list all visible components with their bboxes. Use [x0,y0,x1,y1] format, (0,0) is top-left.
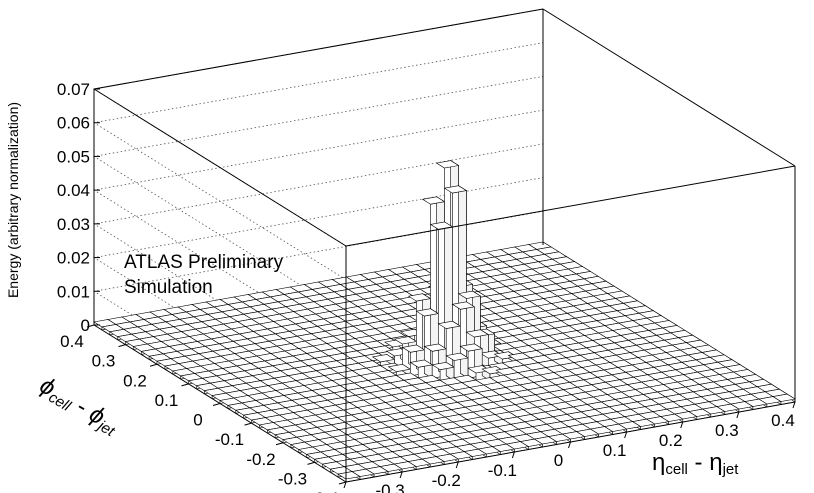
x-tick-mark [455,461,459,469]
x-tick-mark [511,451,515,459]
y-tick-label: -0.3 [278,469,307,488]
bar-face-top [407,293,432,302]
bar-face-top [371,354,396,363]
x-axis-symbol: η [652,449,665,476]
y-tick-label: 0.4 [60,332,84,351]
x-tick-mark [624,431,628,439]
x-axis-sep: - [688,449,709,476]
y-tick-mark [118,344,126,348]
z-tick-label: 0.06 [57,114,90,133]
y-tick-mark [212,403,221,406]
annotation-atlas-preliminary: ATLAS Preliminary [124,252,284,273]
x-axis-title: ηcell - ηjet [652,449,739,478]
bar-face-top [393,336,418,345]
y-tick-label: -0.2 [246,450,275,469]
y-tick-label: 0.2 [123,371,147,390]
y-tick-mark [244,422,252,426]
x-tick-label: 0.4 [771,411,795,430]
y-tick-mark [181,383,189,387]
x-tick-label: 0.2 [659,431,683,450]
x-tick-label: 0.3 [715,421,739,440]
z-tick-label: 0.01 [57,282,90,301]
x-tick-mark [399,471,403,479]
y-tick-label: -0.1 [215,430,244,449]
x-axis-sub2: jet [722,461,740,478]
x-tick-mark [568,441,571,449]
z-tick-label: 0.07 [57,80,90,99]
annotation-simulation: Simulation [124,277,213,298]
y-tick-mark [149,363,158,367]
y-tick-label: 0.1 [155,391,179,410]
y-tick-label: 0.3 [92,352,116,371]
x-tick-mark [792,401,796,409]
z-tick-label: 0.02 [57,249,90,268]
x-tick-label: -0.2 [432,471,461,490]
y-axis-title: ϕcell - ϕjet [34,372,124,441]
x-axis-symbol-2: η [709,449,722,476]
x-tick-label: 0.1 [603,441,627,460]
y-tick-label: -0.4 [309,489,338,493]
z-axis-title: Energy (arbitrary normalization) [5,102,21,298]
x-tick-label: -0.3 [375,481,404,493]
x-axis-sub1: cell [665,461,688,478]
x-tick-label: 0 [554,451,563,470]
z-tick-label: 0.05 [57,147,90,166]
frame-edge [542,8,796,167]
y-tick-mark [275,442,284,446]
x-tick-label: -0.1 [488,461,517,480]
z-tick-label: 0.03 [57,215,90,234]
y-tick-label: 0 [193,411,202,430]
y-tick-mark [307,461,315,465]
histogram-bars [93,160,796,483]
x-tick-mark [736,411,740,419]
x-tick-mark [680,421,684,429]
z-tick-label: 0.04 [57,181,90,200]
